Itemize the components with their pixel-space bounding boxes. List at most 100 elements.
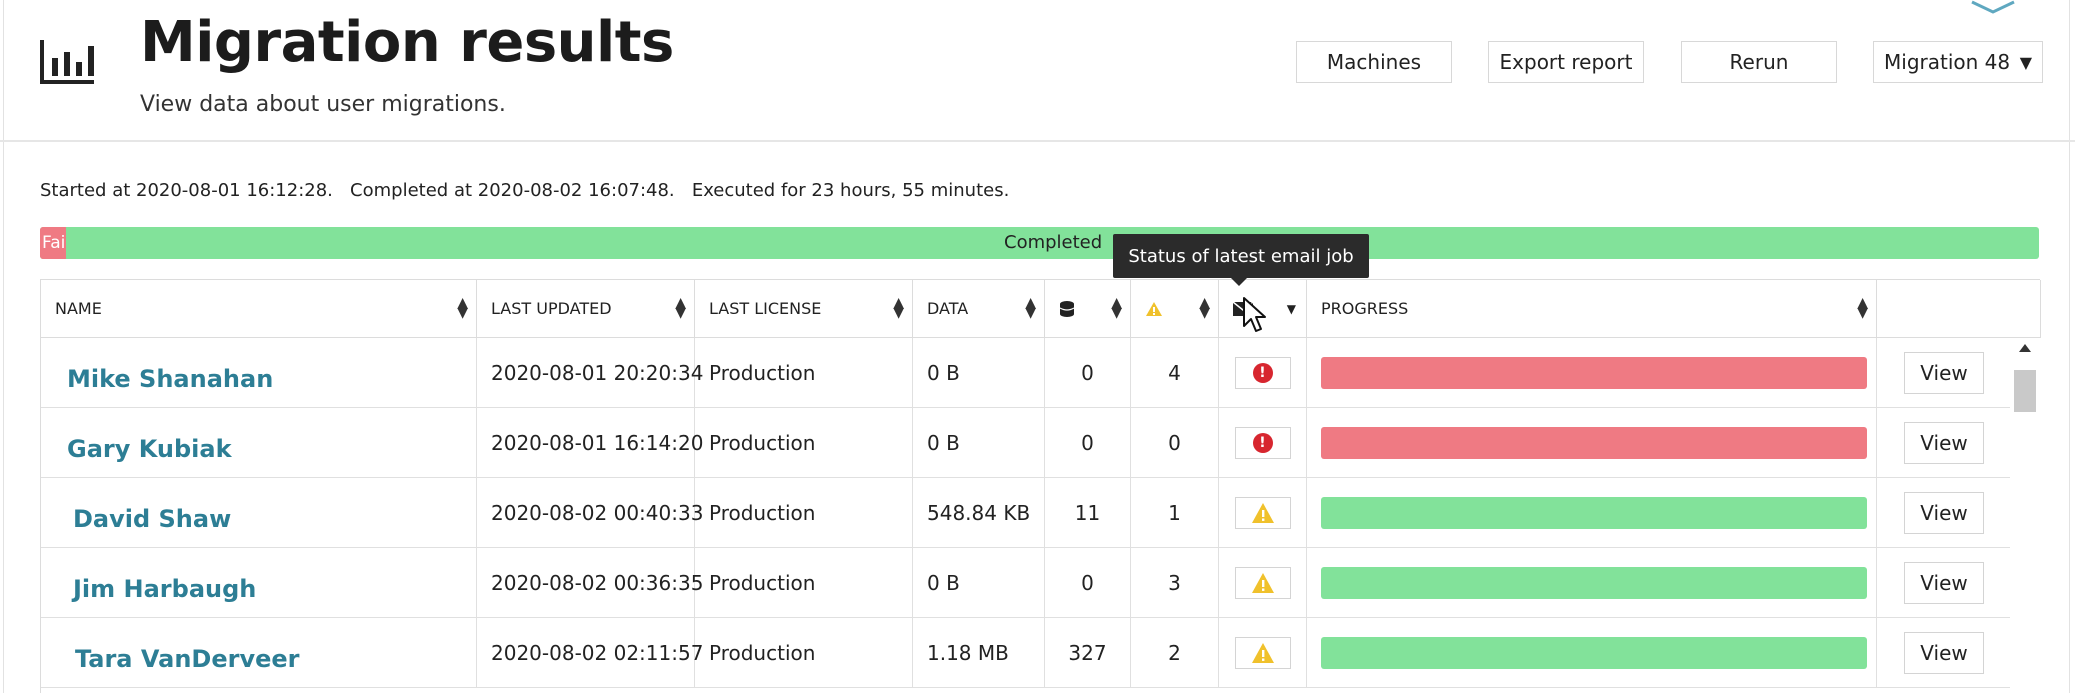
view-button[interactable]: View <box>1904 421 1984 464</box>
sort-icon[interactable]: ▲ ▼ <box>893 295 904 321</box>
sort-icon[interactable]: ▲ ▼ <box>675 295 686 321</box>
failed-segment: Fai <box>40 227 66 259</box>
cell-warnings: 3 <box>1131 548 1219 618</box>
warning-icon <box>1251 502 1274 523</box>
warnings-count: 2 <box>1168 640 1181 665</box>
cell-data: 0 B <box>913 338 1045 408</box>
email-status-badge[interactable] <box>1234 496 1291 529</box>
cell-license: Production <box>695 618 913 688</box>
cell-name: David Shaw <box>41 478 477 548</box>
sort-icon[interactable]: ▲ ▼ <box>1199 295 1210 321</box>
table-scrollbar[interactable] <box>2010 338 2040 693</box>
export-report-button[interactable]: Export report <box>1488 41 1644 83</box>
sort-icon[interactable]: ▲ ▼ <box>1857 295 1868 321</box>
sort-icon[interactable]: ▲ ▼ <box>1025 295 1036 321</box>
license-value: Production <box>709 360 816 385</box>
warnings-count: 1 <box>1168 500 1181 525</box>
cell-progress <box>1307 408 1877 478</box>
warnings-count: 0 <box>1168 430 1181 455</box>
cell-last-updated: 2020-08-02 00:40:33 <box>477 478 703 548</box>
items-count: 0 <box>1081 570 1094 595</box>
user-name-link[interactable]: Jim Harbaugh <box>73 574 257 603</box>
column-header-progress[interactable]: PROGRESS ▲ ▼ <box>1307 280 1877 338</box>
user-name-link[interactable]: Gary Kubiak <box>67 434 232 463</box>
overall-status-bar: Fai Completed <box>40 227 2039 259</box>
cell-warnings: 1 <box>1131 478 1219 548</box>
cell-name: Gary Kubiak <box>41 408 477 478</box>
data-value: 548.84 KB <box>927 500 1031 525</box>
cell-email-status <box>1219 478 1307 548</box>
chevron-down-icon[interactable]: ▼ <box>1286 301 1296 316</box>
cell-name: Mike Shanahan <box>41 338 477 408</box>
last-updated-value: 2020-08-02 02:11:57 <box>491 640 704 665</box>
user-name-link[interactable]: Tara VanDerveer <box>75 644 300 673</box>
column-header-last-license[interactable]: LAST LICENSE ▲ ▼ <box>695 280 913 338</box>
chevron-down-icon: ▼ <box>2019 52 2032 72</box>
view-button[interactable]: View <box>1904 351 1984 394</box>
license-value: Production <box>709 570 816 595</box>
email-status-badge[interactable]: ! <box>1234 356 1291 389</box>
items-count: 0 <box>1081 360 1094 385</box>
rerun-button[interactable]: Rerun <box>1681 41 1837 83</box>
last-updated-value: 2020-08-02 00:36:35 <box>491 570 704 595</box>
warnings-count: 4 <box>1168 360 1181 385</box>
machines-button[interactable]: Machines <box>1296 41 1452 83</box>
database-icon <box>1059 300 1075 317</box>
cell-action: View <box>1877 478 2011 548</box>
column-header-name[interactable]: NAME ▲ ▼ <box>41 280 477 338</box>
cell-last-updated: 2020-08-01 16:14:20 <box>477 408 703 478</box>
sort-icon[interactable]: ▲ ▼ <box>1111 295 1122 321</box>
cell-items: 327 <box>1045 618 1131 688</box>
cell-email-status <box>1219 548 1307 618</box>
error-icon: ! <box>1252 362 1273 383</box>
sort-icon[interactable]: ▲ ▼ <box>457 295 468 321</box>
items-count: 11 <box>1074 500 1101 525</box>
items-count: 0 <box>1081 430 1094 455</box>
cell-warnings: 4 <box>1131 338 1219 408</box>
warnings-count: 3 <box>1168 570 1181 595</box>
column-header-data[interactable]: DATA ▲ ▼ <box>913 280 1045 338</box>
column-header-email-status[interactable]: ▼ <box>1219 280 1307 338</box>
view-button[interactable]: View <box>1904 631 1984 674</box>
cell-progress <box>1307 548 1877 618</box>
cell-data: 0 B <box>913 548 1045 618</box>
error-icon: ! <box>1252 432 1273 453</box>
user-name-link[interactable]: Mike Shanahan <box>67 364 274 393</box>
data-value: 0 B <box>927 360 960 385</box>
email-status-badge[interactable]: ! <box>1234 426 1291 459</box>
cell-action: View <box>1877 548 2011 618</box>
migration-table: NAME ▲ ▼ LAST UPDATED ▲ ▼ LAST LICENSE ▲ ▼ … <box>40 279 2041 693</box>
column-header-last-updated[interactable]: LAST UPDATED ▲ ▼ <box>477 280 695 338</box>
cell-last-updated: 2020-08-01 20:20:34 <box>477 338 703 408</box>
column-header-warnings[interactable]: ▲ ▼ <box>1131 280 1219 338</box>
cell-email-status <box>1219 618 1307 688</box>
email-status-badge[interactable] <box>1234 636 1291 669</box>
view-button[interactable]: View <box>1904 491 1984 534</box>
license-value: Production <box>709 640 816 665</box>
cell-email-status: ! <box>1219 408 1307 478</box>
cell-items: 0 <box>1045 338 1131 408</box>
cell-warnings: 0 <box>1131 408 1219 478</box>
cell-license: Production <box>695 338 913 408</box>
migration-select-value: Migration 48 <box>1884 50 2011 74</box>
cell-warnings: 2 <box>1131 618 1219 688</box>
cell-data: 0 B <box>913 408 1045 478</box>
completed-label: Completed <box>1004 232 1103 253</box>
page-title: Migration results <box>140 10 674 75</box>
scroll-up-icon[interactable] <box>2019 344 2031 352</box>
column-header-actions <box>1877 280 2041 338</box>
email-status-tooltip: Status of latest email job <box>1113 234 1369 286</box>
cell-name: Tara VanDerveer <box>41 618 477 688</box>
cell-items: 11 <box>1045 478 1131 548</box>
cell-data: 1.18 MB <box>913 618 1045 688</box>
email-status-badge[interactable] <box>1234 566 1291 599</box>
scroll-thumb[interactable] <box>2014 370 2036 412</box>
user-name-link[interactable]: David Shaw <box>73 504 232 533</box>
license-value: Production <box>709 500 816 525</box>
last-updated-value: 2020-08-02 00:40:33 <box>491 500 704 525</box>
cell-progress <box>1307 338 1877 408</box>
cell-action: View <box>1877 408 2011 478</box>
view-button[interactable]: View <box>1904 561 1984 604</box>
migration-select[interactable]: Migration 48 ▼ <box>1873 41 2043 83</box>
column-header-items[interactable]: ▲ ▼ <box>1045 280 1131 338</box>
